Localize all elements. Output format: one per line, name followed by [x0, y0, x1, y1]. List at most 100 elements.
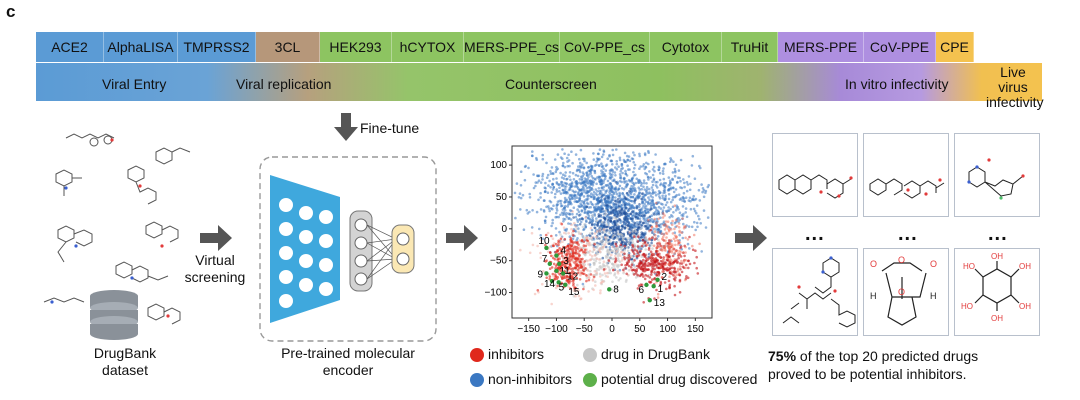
scatter-point: [606, 196, 610, 199]
scatter-point: [571, 161, 574, 165]
scatter-point: [581, 217, 584, 221]
scatter-point: [578, 205, 581, 209]
scatter-point: [682, 251, 685, 254]
scatter-point: [576, 237, 579, 240]
scatter-point: [599, 267, 603, 270]
scatter-point: [669, 270, 673, 273]
scatter-point: [678, 253, 682, 257]
scatter-point: [656, 235, 660, 238]
scatter-point: [647, 248, 651, 251]
scatter-point: [623, 226, 627, 230]
scatter-point: [684, 207, 688, 210]
scatter-point: [620, 228, 624, 231]
scatter-point: [610, 253, 613, 257]
scatter-point: [646, 268, 650, 271]
scatter-point: [655, 225, 658, 228]
scatter-point: [661, 209, 665, 212]
scatter-point: [594, 280, 597, 283]
scatter-point: [547, 184, 550, 187]
arrow-right-icon: [200, 225, 232, 251]
scatter-point: [673, 278, 677, 282]
encoder-diagram: [259, 156, 437, 342]
scatter-point: [611, 148, 614, 152]
scatter-point: [658, 171, 662, 175]
scatter-point: [611, 280, 614, 283]
scatter-point: [663, 181, 666, 185]
scatter-point: [565, 156, 569, 160]
scatter-point: [577, 230, 580, 234]
scatter-point: [696, 272, 700, 275]
scatter-point: [669, 238, 673, 242]
scatter-point: [647, 187, 651, 191]
scatter-point: [514, 216, 517, 220]
scatter-point: [599, 240, 602, 243]
scatter-point: [528, 196, 532, 199]
scatter-point: [630, 257, 633, 261]
scatter-point: [540, 239, 543, 242]
scatter-point: [590, 192, 593, 195]
scatter-point: [578, 266, 581, 270]
scatter-point: [559, 213, 562, 217]
scatter-point: [651, 235, 654, 239]
scatter-point: [568, 175, 571, 178]
scatter-point: [589, 258, 593, 262]
scatter-point: [594, 192, 597, 195]
scatter-point: [590, 238, 594, 241]
scatter-point: [622, 268, 625, 272]
scatter-point: [570, 150, 573, 153]
scatter-point: [667, 268, 670, 272]
scatter-point: [599, 275, 602, 278]
scatter-point: [654, 234, 657, 237]
phase-in-vitro: In vitro infectivity: [845, 76, 949, 92]
scatter-point: [644, 221, 648, 225]
scatter-point: [592, 152, 595, 155]
scatter-point: [577, 193, 580, 197]
scatter-point: [619, 277, 622, 280]
scatter-point: [539, 208, 543, 211]
scatter-point: [660, 275, 664, 279]
scatter-point: [550, 224, 553, 228]
scatter-point: [622, 211, 626, 214]
scatter-point: [591, 279, 595, 282]
scatter-point: [626, 183, 629, 186]
scatter-point: [556, 167, 559, 171]
scatter-point: [631, 214, 634, 218]
scatter-point: [628, 256, 631, 259]
scatter-point: [613, 272, 617, 275]
scatter-point: [686, 242, 690, 246]
scatter-point: [556, 153, 560, 156]
assay-truhit: TruHit: [722, 32, 778, 62]
scatter-point: [621, 167, 624, 170]
discovered-point-label: 2: [662, 272, 668, 283]
scatter-point: [651, 196, 654, 199]
scatter-point: [646, 243, 649, 246]
scatter-point: [601, 242, 604, 245]
scatter-point: [573, 185, 577, 188]
scatter-point: [653, 297, 656, 300]
scatter-point: [618, 158, 622, 162]
scatter-point: [657, 217, 660, 221]
scatter-point: [654, 201, 658, 205]
scatter-point: [649, 250, 653, 253]
scatter-point: [583, 260, 586, 263]
scatter-point: [587, 278, 591, 282]
scatter-point: [535, 210, 539, 214]
scatter-point: [646, 264, 650, 267]
scatter-point: [684, 236, 687, 240]
scatter-point: [637, 213, 641, 216]
scatter-point: [616, 272, 620, 275]
scatter-point: [581, 225, 585, 229]
dataset-label: DrugBank dataset: [93, 345, 157, 378]
scatter-point: [571, 212, 574, 216]
scatter-point: [578, 178, 582, 181]
assay-alphalisa: AlphaLISA: [104, 32, 178, 62]
scatter-point: [604, 217, 607, 221]
scatter-point: [550, 191, 553, 194]
scatter-point: [667, 229, 671, 233]
scatter-point: [681, 265, 685, 269]
scatter-point: [654, 184, 658, 187]
discovered-point-label: 3: [563, 256, 569, 267]
scatter-point: [674, 276, 677, 279]
scatter-point: [646, 274, 649, 278]
scatter-point: [655, 221, 658, 225]
